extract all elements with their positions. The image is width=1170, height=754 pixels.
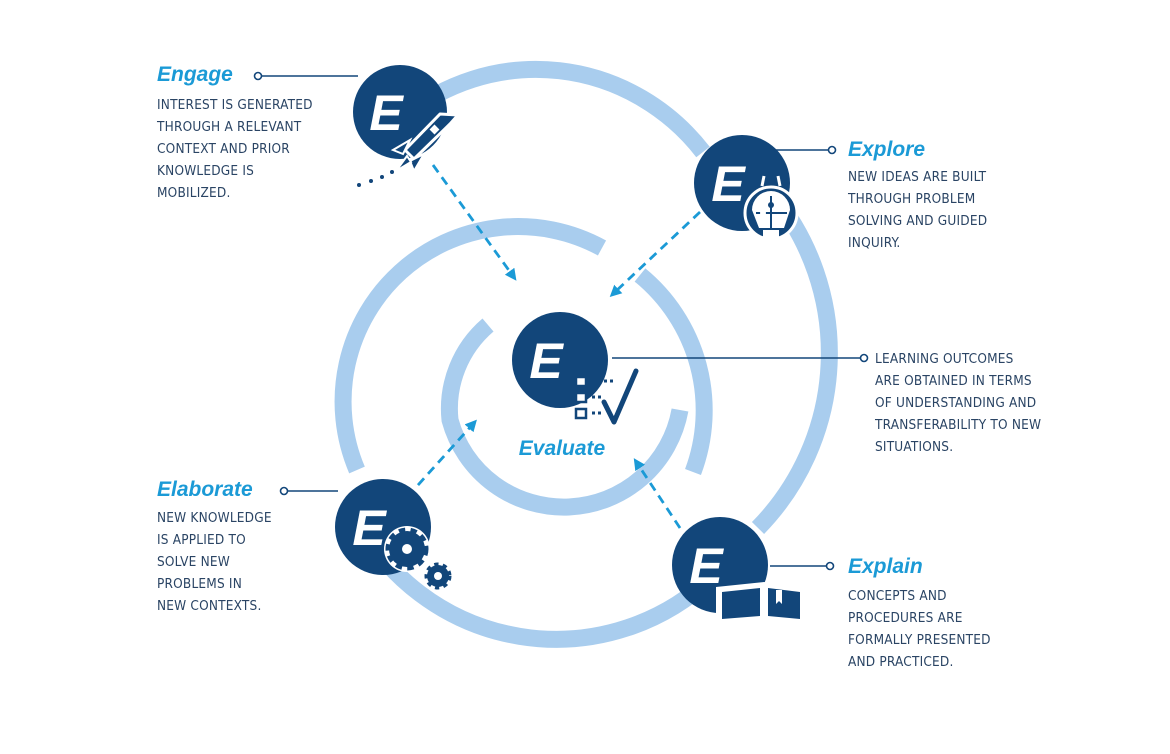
explore-description: NEW IDEAS ARE BUILT THROUGH PROBLEM SOLV… — [848, 169, 988, 251]
evaluate-node: E Evaluate — [512, 312, 639, 460]
open-book-icon — [716, 582, 806, 624]
explore-node: E — [694, 135, 799, 254]
evaluate-description: LEARNING OUTCOMES ARE OBTAINED IN TERMS … — [875, 351, 1042, 455]
engage-letter: E — [369, 85, 404, 141]
explain-node: E — [672, 517, 806, 624]
arrow-engage-to-center — [431, 164, 517, 281]
explore-title: Explore — [848, 138, 926, 161]
arrow-explain-to-center — [633, 458, 682, 529]
spiral-rings — [334, 60, 838, 648]
explain-title: Explain — [848, 555, 923, 578]
explain-leader-dot — [825, 561, 835, 571]
explore-leader-dot — [827, 145, 837, 155]
checklist-icon — [574, 368, 639, 425]
rocket-icon — [357, 112, 460, 187]
gears-icon — [384, 526, 453, 591]
evaluate-letter: E — [529, 333, 564, 389]
arrow-explore-to-center — [609, 210, 701, 298]
engage-title: Engage — [157, 63, 233, 86]
lightbulb-puzzle-icon — [743, 175, 799, 254]
explain-letter: E — [689, 538, 724, 594]
engage-leader-dot — [253, 71, 263, 81]
evaluate-title: Evaluate — [519, 437, 606, 460]
engage-description: INTEREST IS GENERATED THROUGH A RELEVANT… — [157, 97, 313, 201]
evaluate-leader-dot — [859, 353, 869, 363]
arrow-elaborate-to-center — [416, 419, 477, 486]
middle-ring — [334, 218, 713, 475]
elaborate-leader-dot — [279, 486, 289, 496]
elaborate-title: Elaborate — [157, 478, 253, 501]
elaborate-description: NEW KNOWLEDGE IS APPLIED TO SOLVE NEW PR… — [157, 510, 272, 614]
elaborate-letter: E — [352, 500, 387, 556]
explore-letter: E — [711, 156, 746, 212]
flow-arrows — [416, 164, 701, 529]
elaborate-node: E — [335, 479, 453, 591]
explain-description: CONCEPTS AND PROCEDURES ARE FORMALLY PRE… — [848, 588, 991, 670]
engage-node: E — [353, 65, 460, 187]
inner-ring — [440, 318, 689, 516]
